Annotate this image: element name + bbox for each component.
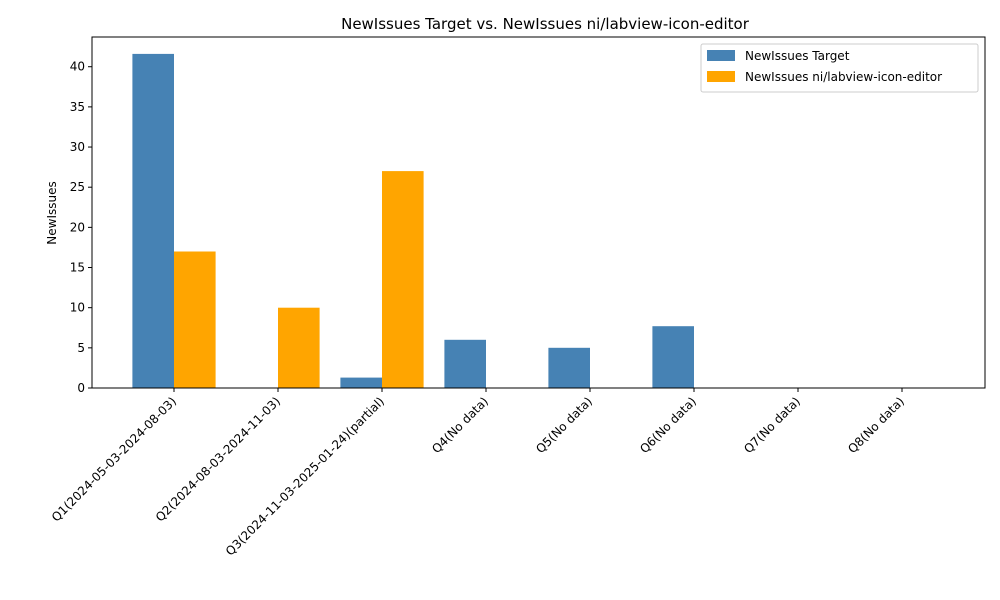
y-tick-label: 20 xyxy=(70,220,85,234)
y-axis: 0 5 10 15 20 25 30 35 40 xyxy=(70,60,92,395)
y-tick-label: 15 xyxy=(70,261,85,275)
x-tick-label: Q1(2024-05-03-2024-08-03) xyxy=(49,394,179,524)
x-tick-label: Q5(No data) xyxy=(533,394,595,456)
plot-frame xyxy=(91,36,986,389)
y-tick-label: 10 xyxy=(70,301,85,315)
y-tick-label: 5 xyxy=(77,341,85,355)
bar-target-6 xyxy=(652,326,694,388)
x-axis: Q1(2024-05-03-2024-08-03)Q2(2024-08-03-2… xyxy=(49,388,907,558)
legend-label-repo: NewIssues ni/labview-icon-editor xyxy=(745,70,942,84)
legend-swatch-repo xyxy=(707,71,735,82)
y-tick-label: 0 xyxy=(77,381,85,395)
x-tick-label: Q7(No data) xyxy=(741,394,803,456)
bar-target-1 xyxy=(132,53,174,389)
y-tick-label: 40 xyxy=(70,60,85,74)
bar-repo-2 xyxy=(278,307,320,388)
chart-title: NewIssues Target vs. NewIssues ni/labvie… xyxy=(341,15,750,33)
bar-target-5 xyxy=(548,347,590,388)
bar-target-3 xyxy=(340,377,382,388)
y-tick-label: 35 xyxy=(70,100,85,114)
x-tick-label: Q4(No data) xyxy=(429,394,491,456)
bars-group xyxy=(132,53,694,389)
bar-repo-3 xyxy=(382,171,424,388)
legend-swatch-target xyxy=(707,50,735,61)
bar-target-4 xyxy=(444,339,486,388)
legend: NewIssues Target NewIssues ni/labview-ic… xyxy=(700,43,979,93)
y-tick-label: 30 xyxy=(70,140,85,154)
x-tick-label: Q8(No data) xyxy=(845,394,907,456)
x-tick-label: Q6(No data) xyxy=(637,394,699,456)
y-axis-label: NewIssues xyxy=(45,181,59,244)
legend-label-target: NewIssues Target xyxy=(745,49,850,63)
x-tick-label: Q2(2024-08-03-2024-11-03) xyxy=(153,394,283,524)
y-tick-label: 25 xyxy=(70,180,85,194)
bar-repo-1 xyxy=(174,251,216,388)
legend-box xyxy=(700,43,979,93)
